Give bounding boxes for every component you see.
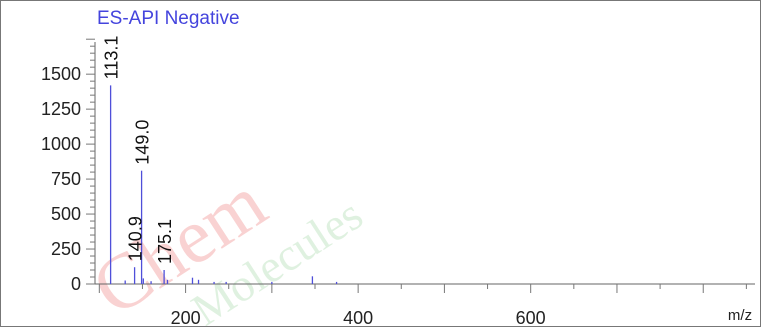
axes: 0 250 500 750 1000 1250 1500 200 400 600	[41, 38, 755, 327]
peaks	[109, 85, 338, 284]
x-tick-label: 600	[516, 308, 546, 327]
chart-title: ES-API Negative	[97, 8, 240, 29]
x-tick-label: 200	[171, 308, 201, 327]
y-tick-label: 1250	[41, 99, 81, 119]
x-axis-label: m/z	[728, 307, 752, 324]
peak-label: 113.1	[102, 36, 122, 80]
y-tick-label: 0	[71, 274, 81, 294]
y-tick-label: 750	[51, 169, 81, 189]
peak-labels: 113.1 140.9 149.0 175.1	[102, 36, 175, 264]
peak-label: 140.9	[126, 216, 146, 261]
y-tick-label: 250	[51, 239, 81, 259]
y-tick-label: 1500	[41, 64, 81, 84]
peak-label: 175.1	[155, 219, 175, 264]
y-tick-label: 500	[51, 204, 81, 224]
peak-label: 149.0	[133, 120, 153, 165]
y-tick-label: 1000	[41, 134, 81, 154]
x-tick-label: 400	[343, 308, 373, 327]
